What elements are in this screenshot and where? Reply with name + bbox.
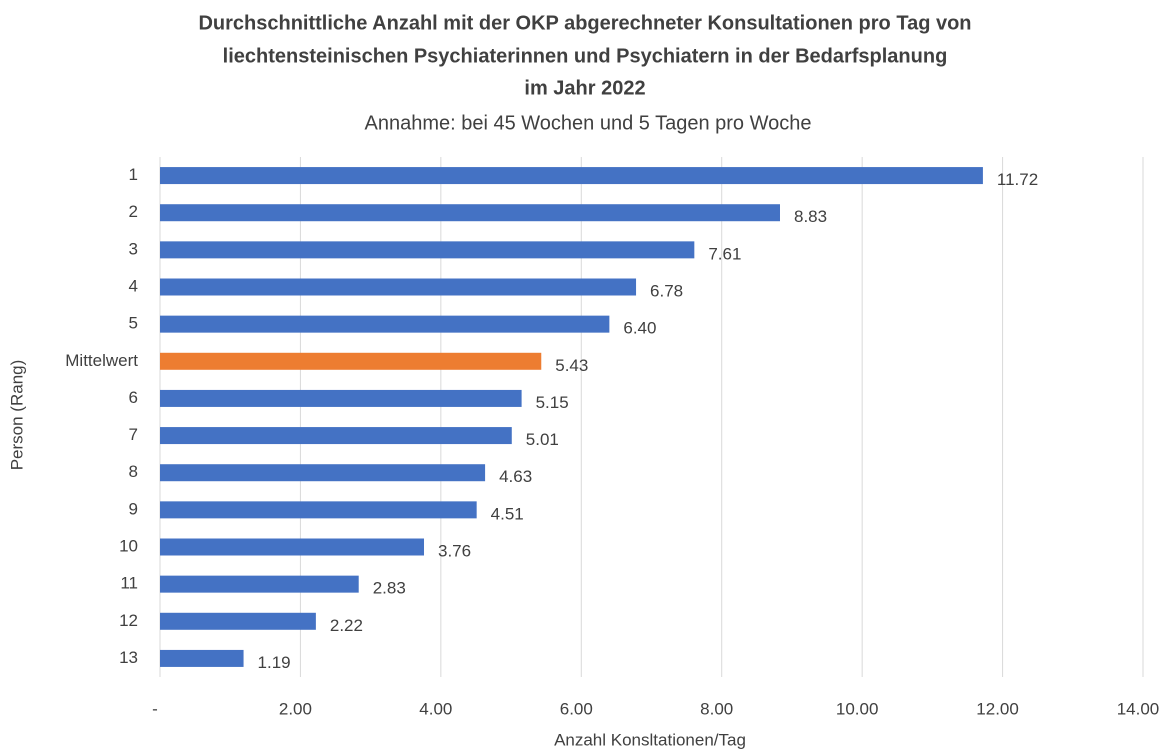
y-tick-label: 8: [129, 462, 138, 481]
data-label: 4.63: [499, 467, 532, 486]
y-tick-label: 9: [129, 499, 138, 518]
data-label: 6.40: [623, 319, 656, 338]
y-tick-label: 1: [129, 165, 138, 184]
bar: [160, 204, 780, 222]
bar: [160, 538, 425, 556]
x-tick-label: 10.00: [836, 699, 879, 718]
bar: [160, 315, 610, 333]
chart-title: Durchschnittliche Anzahl mit der OKP abg…: [198, 12, 971, 34]
data-label: 11.72: [997, 170, 1038, 189]
data-label: 5.43: [555, 356, 588, 375]
y-axis-label: Person (Rang): [7, 360, 26, 471]
y-tick-label: 12: [119, 611, 138, 630]
bar: [160, 389, 522, 407]
chart-title: liechtensteinischen Psychiaterinnen und …: [223, 45, 948, 67]
y-tick-label: 4: [129, 276, 138, 295]
data-label: 2.83: [373, 579, 406, 598]
y-tick-label: 5: [129, 314, 138, 333]
data-label: 8.83: [794, 207, 827, 226]
bar: [160, 612, 316, 630]
y-tick-label: Mittelwert: [65, 351, 138, 370]
chart-subtitle: Annahme: bei 45 Wochen und 5 Tagen pro W…: [365, 112, 812, 134]
data-label: 5.15: [536, 393, 569, 412]
y-tick-label: 7: [129, 425, 138, 444]
x-axis-label: Anzahl Konsltationen/Tag: [554, 730, 746, 749]
bar: [160, 649, 244, 667]
x-tick-label: 6.00: [560, 699, 593, 718]
bar: [160, 501, 477, 519]
x-tick-label: -: [152, 699, 158, 718]
y-tick-label: 3: [129, 239, 138, 258]
data-label: 1.19: [258, 653, 291, 672]
bar: [160, 427, 512, 445]
bar: [160, 352, 542, 370]
chart-title: im Jahr 2022: [524, 77, 645, 99]
x-tick-label: 8.00: [700, 699, 733, 718]
y-tick-label: 10: [119, 536, 138, 555]
y-tick-label: 6: [129, 388, 138, 407]
data-label: 7.61: [708, 244, 741, 263]
y-tick-label: 13: [119, 648, 138, 667]
data-label: 4.51: [491, 504, 524, 523]
x-tick-label: 2.00: [279, 699, 312, 718]
bar: [160, 575, 359, 593]
data-label: 6.78: [650, 281, 683, 300]
bar: [160, 278, 637, 296]
x-tick-label: 12.00: [976, 699, 1019, 718]
y-tick-label: 11: [120, 574, 138, 593]
data-label: 2.22: [330, 616, 363, 635]
bar: [160, 241, 695, 259]
bar: [160, 464, 486, 482]
data-label: 3.76: [438, 541, 471, 560]
data-label: 5.01: [526, 430, 559, 449]
x-tick-label: 14.00: [1117, 699, 1160, 718]
bar: [160, 167, 983, 185]
y-tick-label: 2: [129, 202, 138, 221]
x-tick-label: 4.00: [419, 699, 452, 718]
